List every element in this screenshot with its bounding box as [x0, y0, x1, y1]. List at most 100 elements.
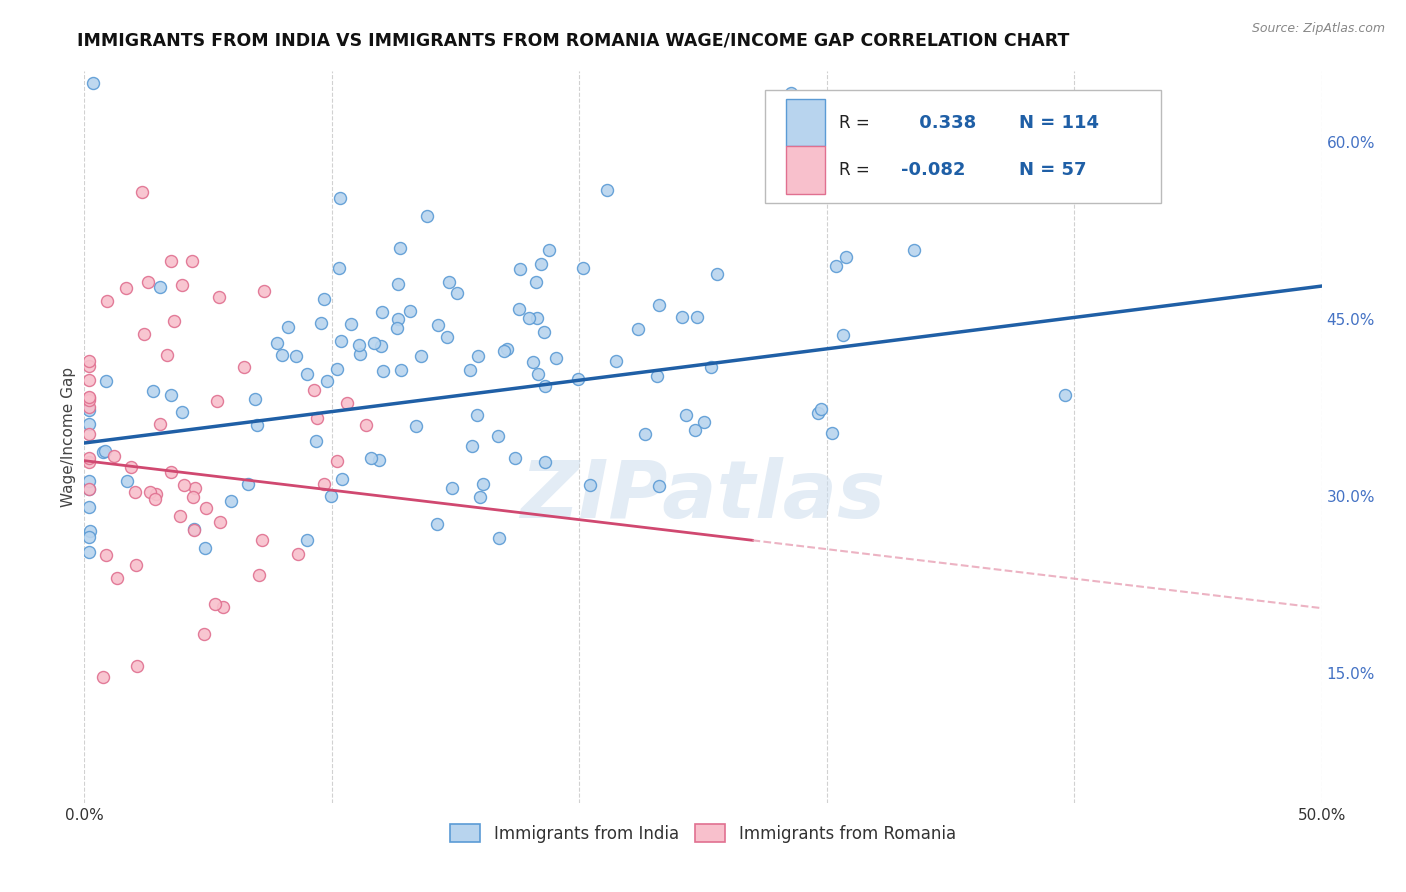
Point [494, 344, 516, 359]
Point [825, 259, 848, 273]
Point [706, 268, 728, 282]
Text: N = 114: N = 114 [1018, 113, 1098, 131]
Point [160, 253, 183, 268]
Point [148, 417, 170, 431]
Point [207, 394, 229, 409]
Point [250, 533, 273, 548]
Point [416, 209, 439, 223]
Point [79, 450, 101, 465]
Point [79, 417, 101, 432]
Point [159, 387, 181, 401]
Point [437, 275, 460, 289]
Point [693, 415, 716, 429]
Text: R =: R = [839, 161, 875, 179]
Point [596, 183, 619, 197]
Point [79, 524, 101, 538]
Point [246, 417, 269, 432]
Point [517, 310, 540, 325]
Point [194, 541, 217, 556]
Point [138, 275, 160, 289]
Point [571, 261, 593, 276]
Point [91, 670, 114, 684]
Text: IMMIGRANTS FROM INDIA VS IMMIGRANTS FROM ROMANIA WAGE/INCOME GAP CORRELATION CHA: IMMIGRANTS FROM INDIA VS IMMIGRANTS FROM… [77, 31, 1070, 49]
Point [173, 478, 195, 492]
Point [634, 427, 657, 442]
Point [436, 330, 458, 344]
Point [810, 402, 832, 417]
Point [328, 261, 350, 276]
Text: ZIPatlas: ZIPatlas [520, 457, 886, 534]
Point [363, 335, 385, 350]
Point [145, 492, 167, 507]
Point [79, 426, 101, 441]
Point [326, 361, 349, 376]
Point [170, 278, 193, 293]
Point [911, 105, 934, 120]
Point [336, 396, 359, 410]
Point [79, 454, 101, 468]
Point [405, 419, 427, 434]
Point [79, 373, 101, 387]
Point [398, 303, 420, 318]
Point [309, 316, 332, 330]
Point [460, 363, 482, 377]
Point [91, 445, 114, 459]
Text: -0.082: -0.082 [901, 161, 966, 179]
Point [208, 290, 231, 304]
Point [169, 508, 191, 523]
Point [329, 334, 352, 348]
Point [145, 487, 167, 501]
Point [204, 597, 226, 611]
Point [94, 444, 117, 458]
Point [212, 599, 235, 614]
Point [648, 298, 671, 312]
Point [388, 241, 411, 255]
Point [94, 374, 117, 388]
Point [699, 359, 721, 374]
Point [156, 348, 179, 362]
Point [79, 530, 101, 544]
Point [79, 390, 101, 404]
Point [105, 571, 128, 585]
Point [148, 280, 170, 294]
Point [79, 483, 101, 497]
Point [1054, 388, 1077, 402]
Point [305, 434, 328, 448]
Point [831, 327, 853, 342]
Point [472, 476, 495, 491]
Point [468, 491, 491, 505]
Point [103, 449, 125, 463]
Point [295, 533, 318, 547]
Point [131, 185, 153, 199]
Point [347, 338, 370, 352]
Text: Source: ZipAtlas.com: Source: ZipAtlas.com [1251, 22, 1385, 36]
Point [903, 243, 925, 257]
Point [534, 379, 557, 393]
Point [329, 191, 352, 205]
Point [441, 482, 464, 496]
Point [578, 478, 600, 492]
Point [120, 460, 142, 475]
Point [170, 405, 193, 419]
Point [219, 494, 242, 508]
Point [526, 310, 548, 325]
Point [671, 310, 693, 325]
Point [686, 310, 709, 324]
Point [780, 86, 803, 100]
Point [184, 481, 207, 495]
Point [605, 353, 627, 368]
Point [96, 293, 118, 308]
Point [270, 348, 292, 362]
Point [544, 351, 567, 365]
FancyBboxPatch shape [765, 90, 1161, 203]
Point [79, 359, 101, 373]
Point [312, 477, 335, 491]
Point [505, 451, 527, 466]
Point [387, 277, 409, 291]
Text: N = 57: N = 57 [1018, 161, 1085, 179]
Point [411, 349, 433, 363]
Point [360, 450, 382, 465]
Point [247, 568, 270, 582]
Point [368, 453, 391, 467]
Point [461, 438, 484, 452]
